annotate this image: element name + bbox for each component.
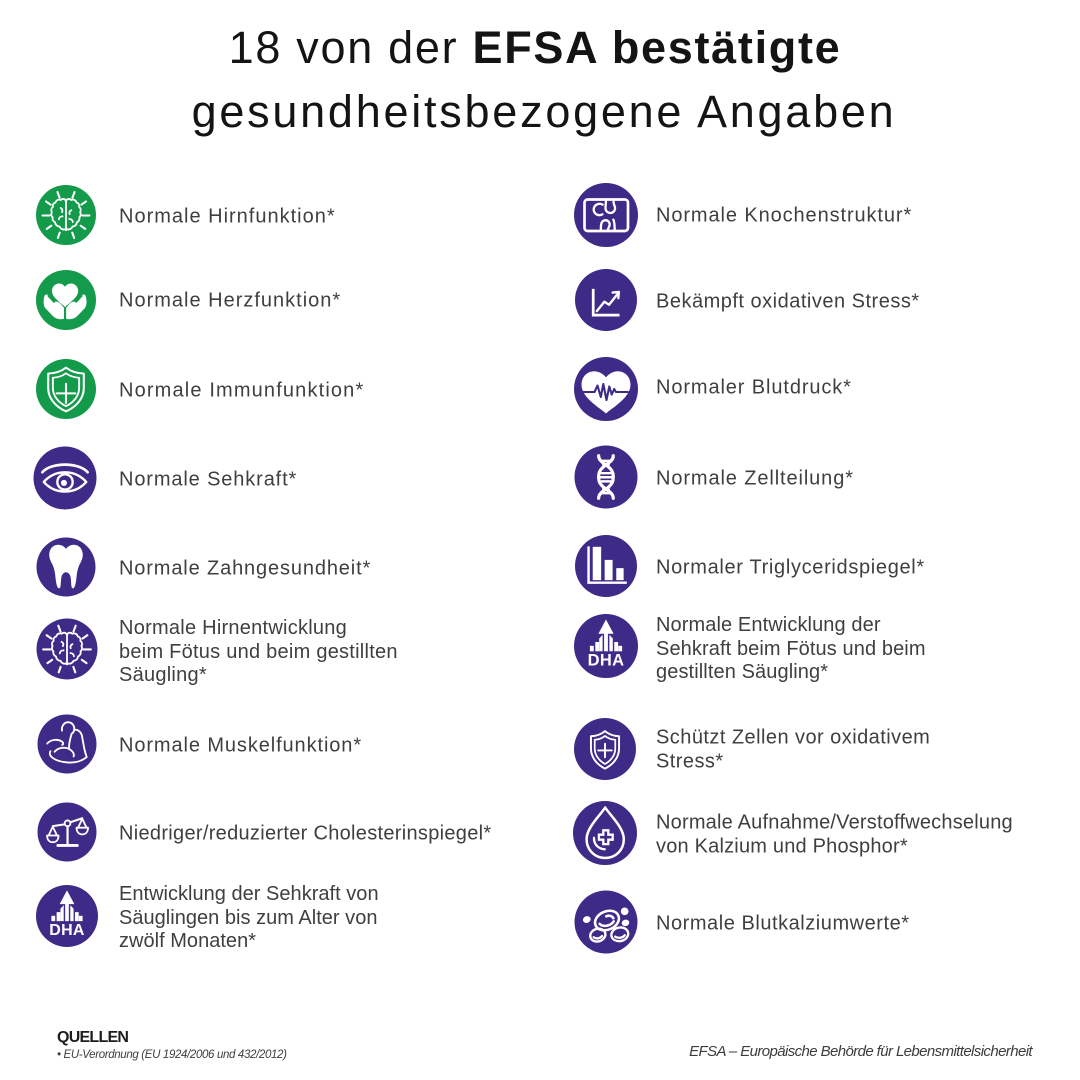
svg-text:DHA: DHA <box>588 652 625 670</box>
svg-text:DHA: DHA <box>49 922 85 939</box>
